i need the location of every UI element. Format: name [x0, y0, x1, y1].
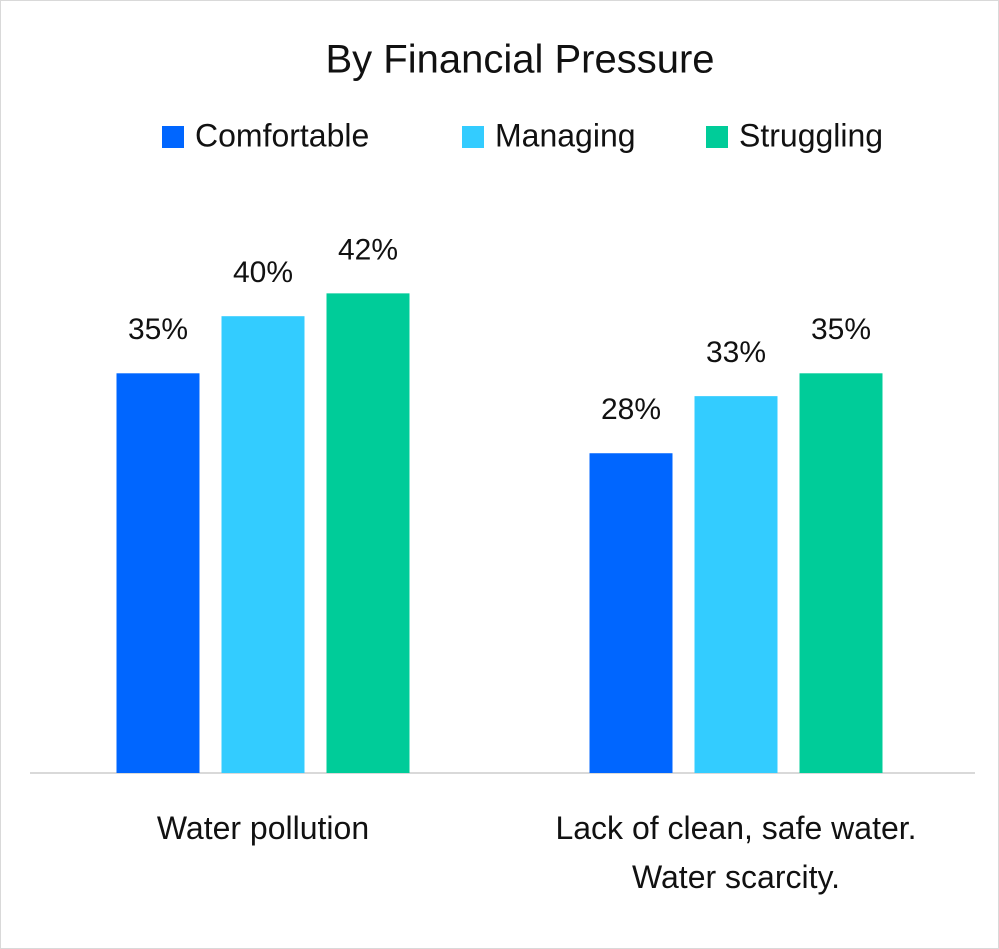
bar [799, 373, 883, 773]
legend-swatch [462, 126, 484, 148]
legend-swatch [162, 126, 184, 148]
legend-label: Comfortable [195, 117, 369, 153]
legend-label: Managing [495, 117, 636, 153]
value-label: 33% [706, 336, 766, 369]
bar [589, 453, 673, 773]
chart-title: By Financial Pressure [325, 38, 714, 82]
x-tick-label: Water pollution [156, 810, 370, 846]
bar [116, 373, 200, 773]
bar [326, 293, 410, 773]
bar [221, 316, 305, 773]
value-label: 35% [128, 313, 188, 346]
value-label: 35% [811, 313, 871, 346]
bar [694, 396, 778, 773]
value-label: 28% [601, 393, 661, 426]
value-label: 40% [233, 256, 293, 289]
value-label: 42% [338, 233, 398, 266]
legend-label: Struggling [739, 117, 883, 153]
x-tick-label: Lack of clean, safe water. Water scarcit… [555, 810, 917, 895]
legend-swatch [706, 126, 728, 148]
